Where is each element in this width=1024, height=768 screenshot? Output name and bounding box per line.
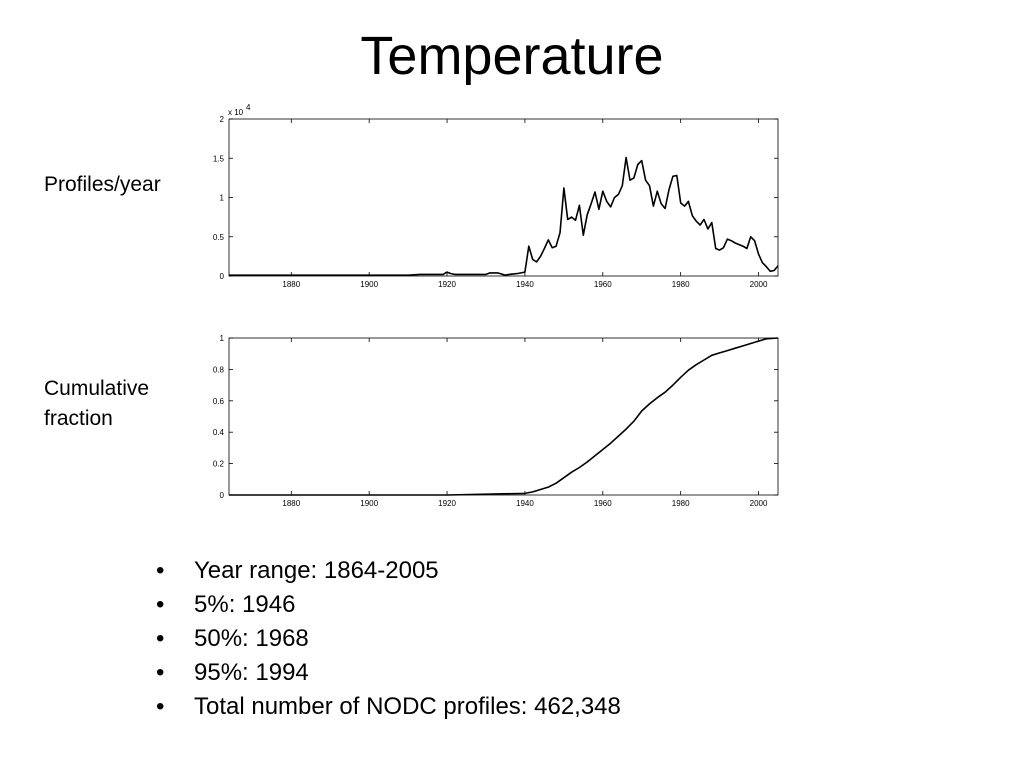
x-tick-label: 2000 (750, 280, 768, 289)
bullet-text: Total number of NODC profiles: 462,348 (194, 693, 621, 720)
y-tick-label: 1 (220, 334, 225, 343)
cumulative-fraction-label: Cumulative fraction (44, 374, 194, 434)
x-tick-label: 1920 (438, 280, 456, 289)
y-multiplier-exponent: 4 (246, 103, 251, 112)
bullet-text: Year range: 1864-2005 (194, 557, 439, 584)
chart-1-series-line (229, 156, 779, 277)
bullet-text: 50%: 1968 (194, 625, 309, 652)
y-tick-label: 0.8 (213, 365, 225, 374)
x-tick-label: 1980 (672, 280, 690, 289)
bullet-text: 5%: 1946 (194, 591, 296, 618)
bullet-dot: • (156, 625, 165, 652)
y-tick-label: 0.5 (213, 233, 225, 242)
bullet-item: • 5%: 1946 (156, 588, 621, 622)
chart-2-axes-box (228, 337, 779, 496)
x-tick-label: 1880 (282, 499, 300, 508)
bullet-item: • Year range: 1864-2005 (156, 554, 621, 588)
y-tick-label: 0.4 (213, 428, 225, 437)
bullet-dot: • (156, 591, 165, 618)
charts-canvas: 1880 1900 1920 1940 1960 1980 2000 0 0.5 1 1.5 2x 1… (213, 103, 779, 508)
x-tick-label: 1900 (360, 499, 378, 508)
y-tick-label: 0 (220, 491, 225, 500)
bullet-text: 95%: 1994 (194, 659, 309, 686)
x-tick-label: 1880 (282, 280, 300, 289)
x-tick-label: 1980 (672, 499, 690, 508)
y-tick-label: 0 (220, 272, 225, 281)
cumulative-label-line2: fraction (44, 407, 113, 430)
y-tick-label: 0.2 (213, 460, 225, 469)
x-tick-label: 1940 (516, 499, 534, 508)
x-tick-label: 1920 (438, 499, 456, 508)
bullet-item: • Total number of NODC profiles: 462,348 (156, 690, 621, 724)
summary-bullet-list: • Year range: 1864-2005 • 5%: 1946 • 50%: 1… (156, 554, 621, 724)
x-tick-label: 1940 (516, 280, 534, 289)
bullet-dot: • (156, 693, 165, 720)
y-tick-label: 2 (220, 115, 225, 124)
y-tick-label: 1 (220, 194, 225, 203)
bullet-item: • 95%: 1994 (156, 656, 621, 690)
x-tick-label: 1900 (360, 280, 378, 289)
bullet-dot: • (156, 659, 165, 686)
profiles-per-year-label: Profiles/year (44, 173, 161, 196)
chart-1-axes-box (228, 118, 779, 277)
slide-title: Temperature (360, 26, 664, 86)
y-tick-label: 1.5 (213, 154, 225, 163)
x-tick-label: 1960 (594, 280, 612, 289)
y-tick-label: 0.6 (213, 397, 225, 406)
cumulative-label-line1: Cumulative (44, 377, 150, 400)
x-tick-label: 2000 (750, 499, 768, 508)
y-multiplier-label: x 10 (228, 108, 244, 117)
chart-2-series-line (229, 337, 779, 496)
bullet-dot: • (156, 557, 165, 584)
x-tick-label: 1960 (594, 499, 612, 508)
bullet-item: • 50%: 1968 (156, 622, 621, 656)
